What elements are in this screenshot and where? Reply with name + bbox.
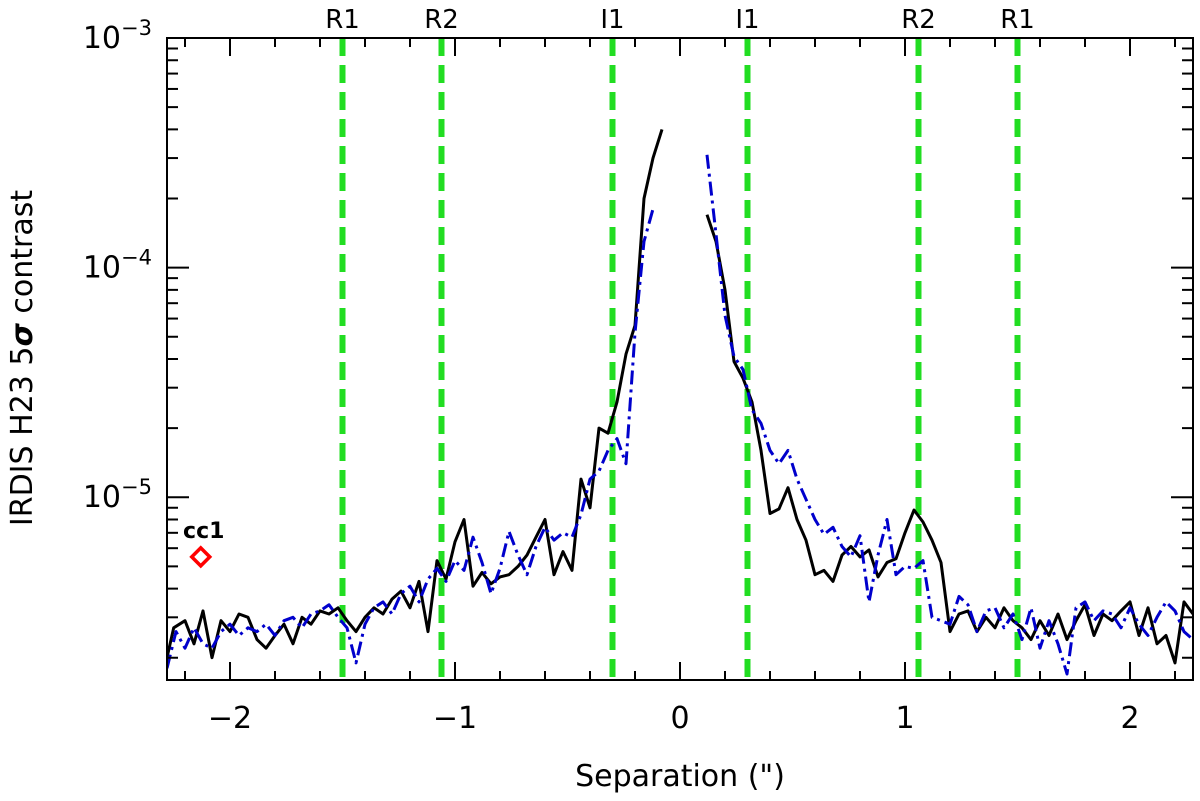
x-tick-label: −1 [433, 701, 477, 736]
ring-labels: R1 R2 I1 I1 R2 R1 [325, 5, 1035, 35]
plot-frame [166, 37, 1194, 681]
x-tick-label: 0 [670, 701, 689, 736]
series-dashdot-line-seg0 [167, 208, 655, 669]
marker-cc1-diamond [189, 545, 213, 569]
markers-layer: cc1 [183, 519, 224, 569]
x-axis: −2 −1 0 1 2 [184, 38, 1176, 736]
y-axis-label: IRDIS H23 5σ contrast [5, 190, 40, 526]
series-solid-line-seg0 [167, 128, 664, 660]
x-tick-label: 2 [1120, 701, 1139, 736]
y-tick-label: 10−5 [83, 475, 152, 515]
y-tick-label: 10−3 [83, 16, 152, 56]
series-solid-line-seg1 [705, 214, 1193, 665]
ring-label-i1-3: I1 [735, 5, 759, 35]
y-axis: 10−5 10−4 10−3 [83, 16, 1193, 659]
series-dashdot-line-seg1 [705, 154, 1193, 676]
ring-label-i1-2: I1 [600, 5, 624, 35]
y-axis-label-suffix: contrast [5, 190, 40, 324]
ring-label-r2-4: R2 [901, 5, 936, 35]
marker-cc1-label: cc1 [183, 519, 224, 544]
x-tick-label: 1 [895, 701, 914, 736]
y-axis-label-sigma: σ [5, 323, 40, 347]
y-axis-label-prefix: IRDIS H23 5 [5, 347, 40, 527]
ring-lines-layer [339, 38, 1021, 680]
x-axis-label: Separation (") [575, 759, 785, 794]
y-tick-label: 10−4 [83, 246, 152, 286]
ring-label-r2-1: R2 [424, 5, 459, 35]
ring-label-r1-5: R1 [1000, 5, 1035, 35]
x-tick-label: −2 [208, 701, 252, 736]
ring-label-r1-0: R1 [325, 5, 360, 35]
series-layer [167, 128, 1193, 676]
